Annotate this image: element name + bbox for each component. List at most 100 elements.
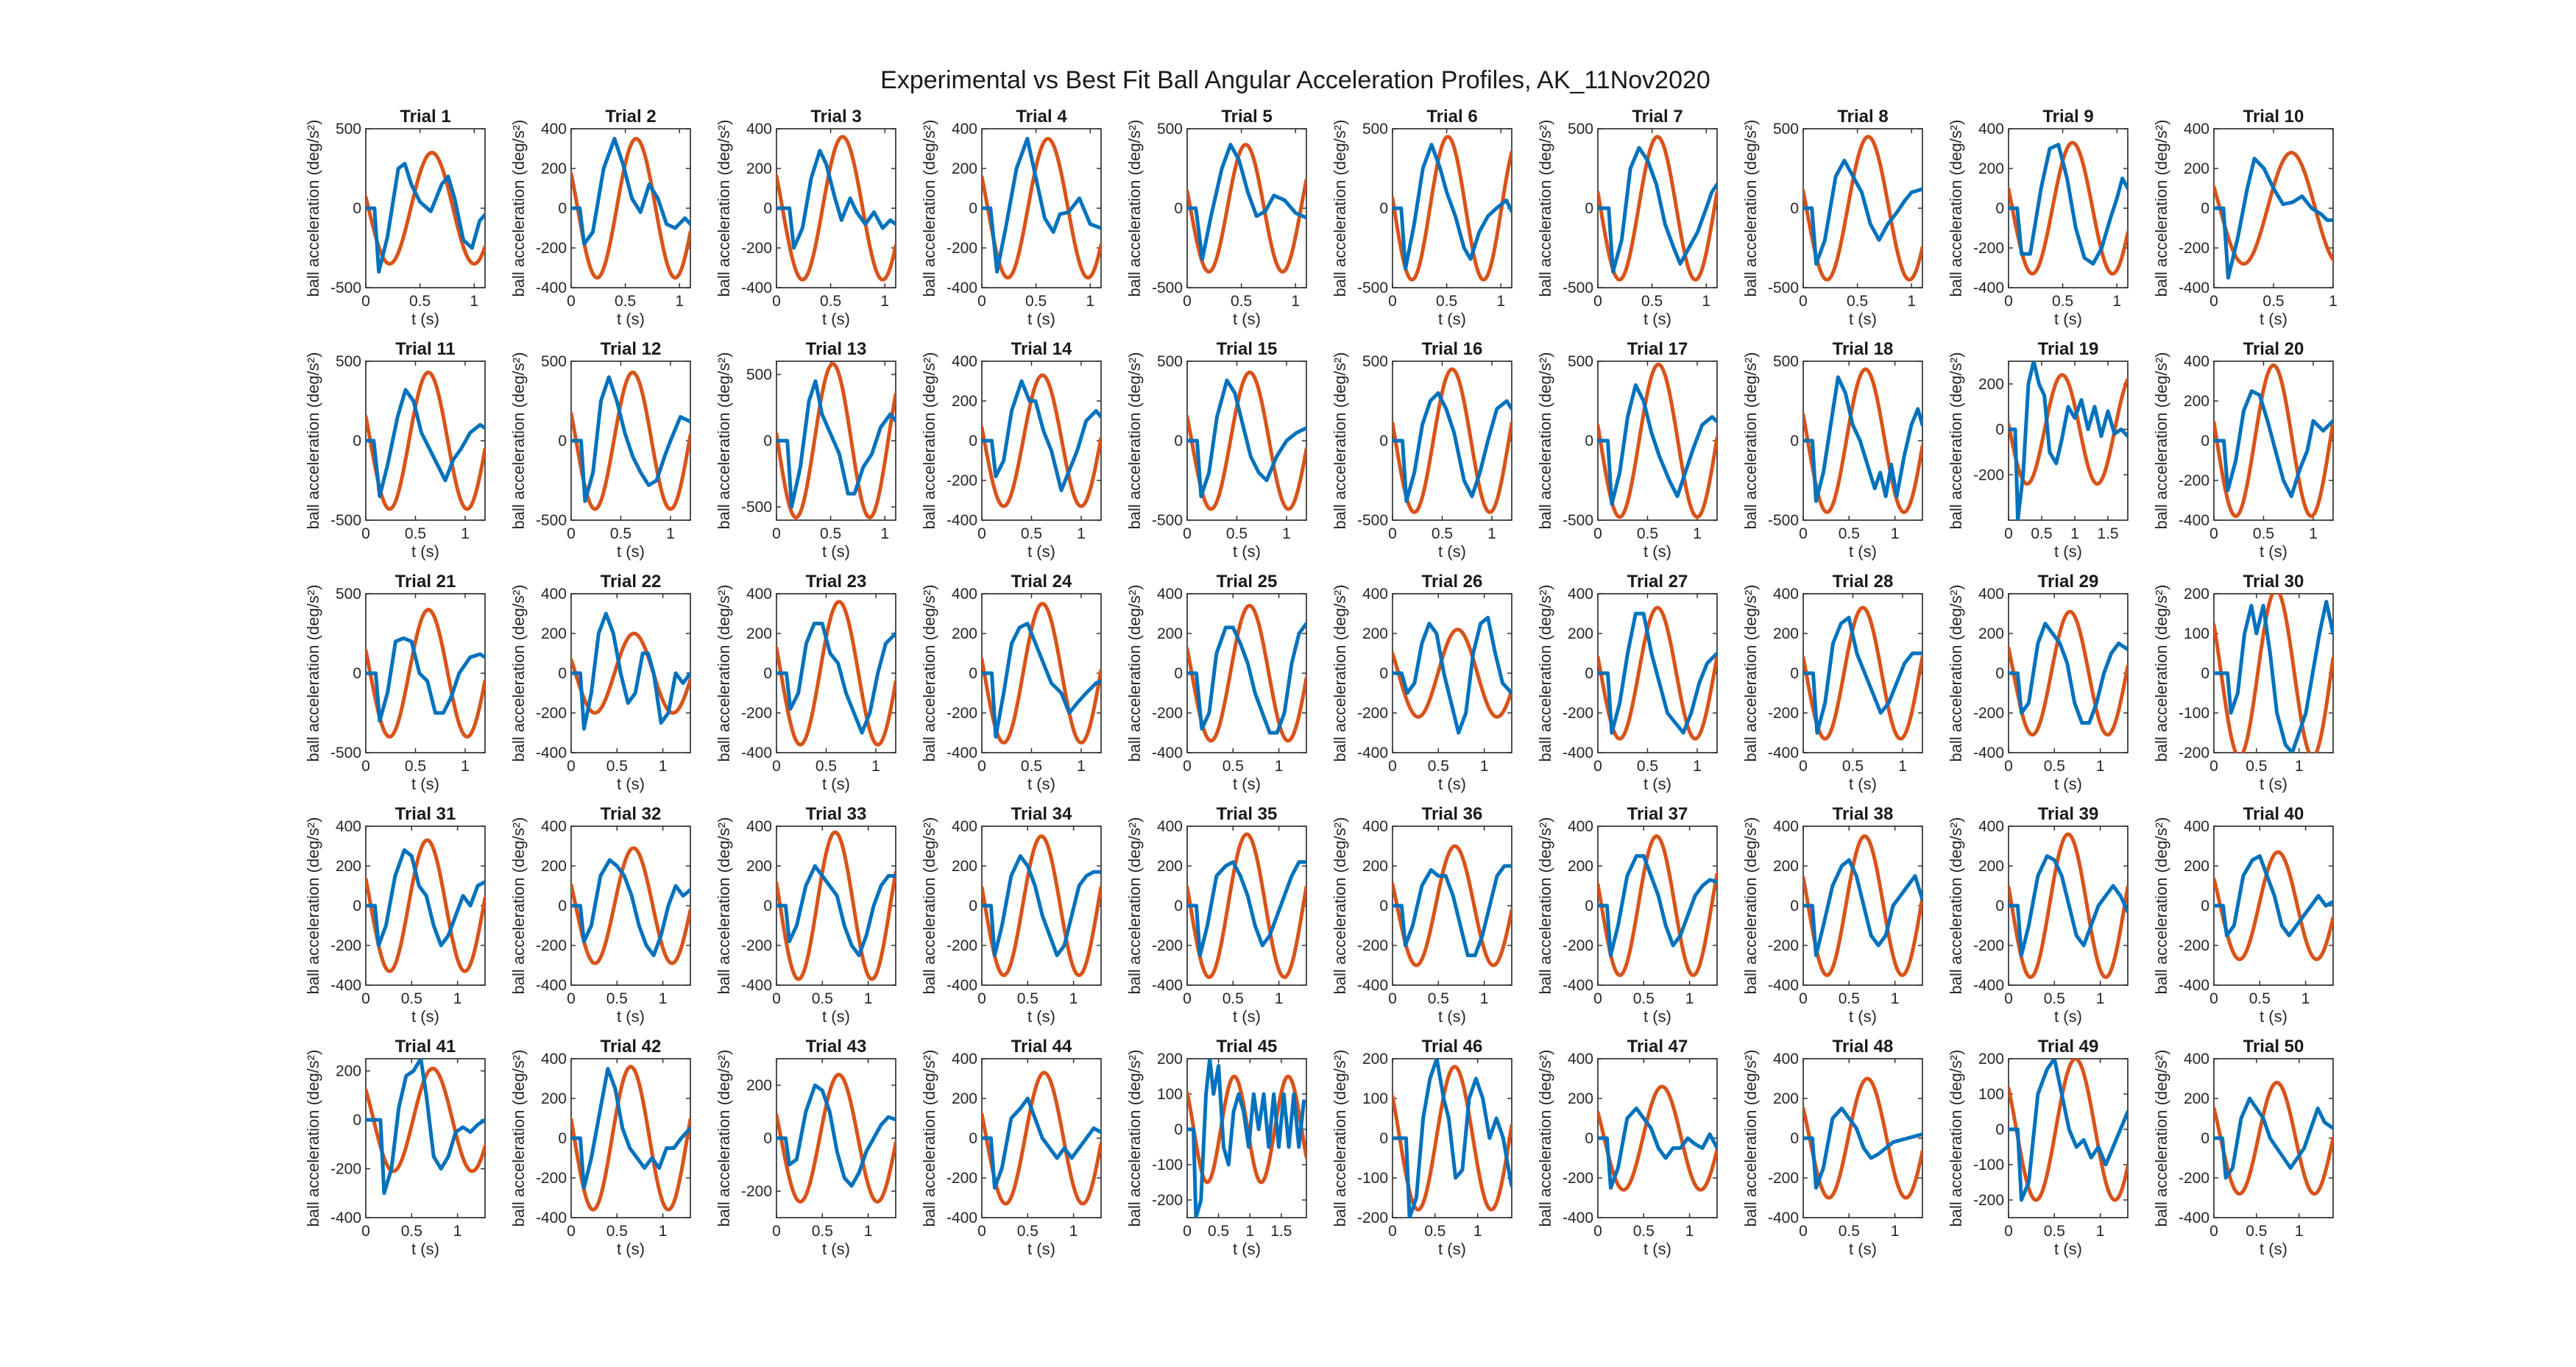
best-fit-series-line [982,602,1101,745]
y-tick-label: -400 [946,512,977,529]
x-tick-label: 0 [2209,990,2218,1007]
y-tick-label: 500 [1773,121,1799,138]
x-tick-label: 0.5 [1017,990,1038,1007]
best-fit-series-line [1187,143,1306,274]
x-tick-label: 1.5 [1270,1223,1292,1240]
y-axis-label: ball acceleration (deg/s²) [2152,1050,2170,1227]
best-fit-series-line [2009,373,2128,486]
y-tick-label: -200 [2179,472,2209,489]
x-tick-label: 1 [2112,293,2121,310]
plot-area [1186,593,1307,753]
experimental-series-line [982,137,1101,274]
y-tick-label: -200 [2179,745,2209,761]
x-tick-label: 1 [1245,1223,1254,1240]
experimental-series-line [776,864,896,957]
subplot-title: Trial 47 [1627,1037,1688,1057]
y-tick-label: 0 [1174,898,1183,915]
y-axis-label: ball acceleration (deg/s²) [1947,1050,1965,1227]
x-tick-label: 0.5 [1637,525,1658,542]
x-tick-label: 1 [1480,990,1489,1007]
y-tick-label: 0 [1995,665,2004,682]
x-tick-label: 0 [2209,525,2218,542]
y-tick-label: -500 [1152,512,1183,529]
x-axis-label: t (s) [1643,1240,1671,1258]
x-axis-label: t (s) [1027,1240,1055,1258]
y-tick-label: 0 [1995,1121,2004,1138]
x-tick-label: 1 [1069,990,1078,1007]
best-fit-series-line [1187,832,1306,979]
y-tick-label: -200 [1563,937,1593,954]
x-tick-label: 1 [1693,525,1702,542]
subplot-title: Trial 39 [2038,804,2099,824]
experimental-series-line [1598,854,1717,957]
experimental-series-line [1393,1059,1512,1218]
y-tick-label: 0 [969,898,977,915]
x-axis-label: t (s) [1233,542,1261,561]
x-tick-label: 0 [2209,1223,2218,1240]
y-tick-label: 0 [969,433,977,450]
y-axis-label: ball acceleration (deg/s²) [509,120,528,297]
y-tick-label: -500 [536,512,567,529]
best-fit-series-line [2214,1080,2333,1196]
best-fit-series-line [1393,135,1512,282]
y-tick-label: 400 [541,121,567,138]
y-tick-label: 400 [541,818,567,835]
y-axis-label: ball acceleration (deg/s²) [2152,352,2170,530]
x-tick-label: 1.5 [2097,525,2118,542]
y-tick-label: -400 [2179,280,2209,297]
best-fit-series-line [571,631,690,715]
x-axis-label: t (s) [411,1240,439,1258]
best-fit-series-line [2214,850,2333,962]
y-tick-label: 200 [952,393,977,410]
y-tick-label: 0 [1995,200,2004,217]
y-tick-label: -200 [1973,937,2004,954]
y-axis-label: ball acceleration (deg/s²) [1125,352,1144,530]
y-tick-label: -400 [536,1210,567,1226]
x-axis-label: t (s) [1438,1007,1466,1026]
y-tick-label: 200 [952,625,977,642]
x-tick-label: 1 [880,293,889,310]
plot-area [1597,361,1718,521]
x-axis-label: t (s) [2260,1240,2287,1258]
plot-area [981,593,1102,753]
plot-area [776,593,896,753]
x-tick-label: 0.5 [1428,758,1449,775]
y-axis-label: ball acceleration (deg/s²) [920,585,938,762]
x-tick-label: 0 [1593,990,1602,1007]
subplot-title: Trial 14 [1011,339,1072,359]
x-tick-label: 0 [772,990,781,1007]
x-axis-label: t (s) [1233,775,1261,793]
x-tick-label: 0 [2209,293,2218,310]
y-tick-label: 0 [1174,433,1183,450]
y-tick-label: 200 [1568,1090,1593,1107]
x-tick-label: 0.5 [2052,293,2073,310]
x-tick-label: 0 [1388,525,1397,542]
x-tick-label: 0 [1799,990,1808,1007]
y-tick-label: -200 [2179,937,2209,954]
subplot: Trial 36 0 0.5 1 -400 -200 0 200 400 t (s) ball ac… [1331,804,1512,1026]
subplot: Trial 41 0 0.5 1 -400 -200 0 200 t (s) ball accel… [304,1037,486,1258]
y-tick-label: 200 [336,858,361,875]
y-tick-label: 200 [541,858,567,875]
y-axis-label: ball acceleration (deg/s²) [1741,817,1760,995]
x-tick-label: 0 [772,525,781,542]
x-tick-label: 0.5 [812,1223,833,1240]
plot-area [1392,361,1512,521]
x-tick-label: 0.5 [1424,1223,1446,1240]
x-axis-label: t (s) [2054,1240,2082,1258]
y-tick-label: 0 [2201,665,2209,682]
x-tick-label: 0.5 [1432,525,1453,542]
y-tick-label: 200 [1978,625,2004,642]
y-tick-label: 500 [1157,121,1183,138]
subplot-title: Trial 16 [1422,339,1483,359]
y-tick-label: 400 [541,586,567,603]
x-tick-label: 0 [1799,293,1808,310]
y-axis-label: ball acceleration (deg/s²) [1331,585,1349,762]
plot-area [1186,825,1307,986]
x-tick-label: 1 [2301,990,2310,1007]
y-tick-label: -400 [1152,977,1183,994]
experimental-series-line [2214,389,2333,499]
y-axis-label: ball acceleration (deg/s²) [715,352,733,530]
y-tick-label: 400 [1362,818,1388,835]
x-tick-label: 0.5 [1222,758,1244,775]
